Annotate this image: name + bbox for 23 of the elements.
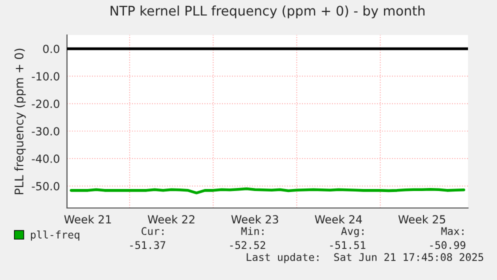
chart-title: NTP kernel PLL frequency (ppm + 0) - by month xyxy=(110,6,424,18)
legend-label: pll-freq xyxy=(30,230,80,241)
text: Cur: xyxy=(142,227,164,236)
text: Max: xyxy=(441,227,464,236)
text: Min: xyxy=(241,226,264,235)
text: Avg: xyxy=(341,227,364,238)
y-tick-label: -20.0 xyxy=(32,100,60,108)
text: -50.99 xyxy=(430,241,466,250)
text: -52.52 xyxy=(230,241,266,250)
y-tick-label: 0.0 xyxy=(43,44,60,54)
text: -51.37 xyxy=(130,241,166,250)
y-tick-label: -10.0 xyxy=(32,72,60,81)
text: Last update: Sat Jun 21 17:45:08 2025 xyxy=(246,252,484,264)
x-tick-label: Week 25 xyxy=(398,214,446,224)
y-tick-label: -40.0 xyxy=(32,154,60,163)
x-tick-label: Week 23 xyxy=(231,214,278,224)
y-tick-label: -30.0 xyxy=(32,127,60,136)
x-tick-label: Week 21 xyxy=(64,214,111,224)
x-tick-label: Week 22 xyxy=(148,214,194,224)
y-axis-title: PLL frequency (ppm + 0) xyxy=(14,48,26,194)
text: -51.51 xyxy=(330,241,366,250)
x-tick-label: Week 24 xyxy=(314,214,362,224)
y-tick-label: -50.0 xyxy=(32,182,60,190)
